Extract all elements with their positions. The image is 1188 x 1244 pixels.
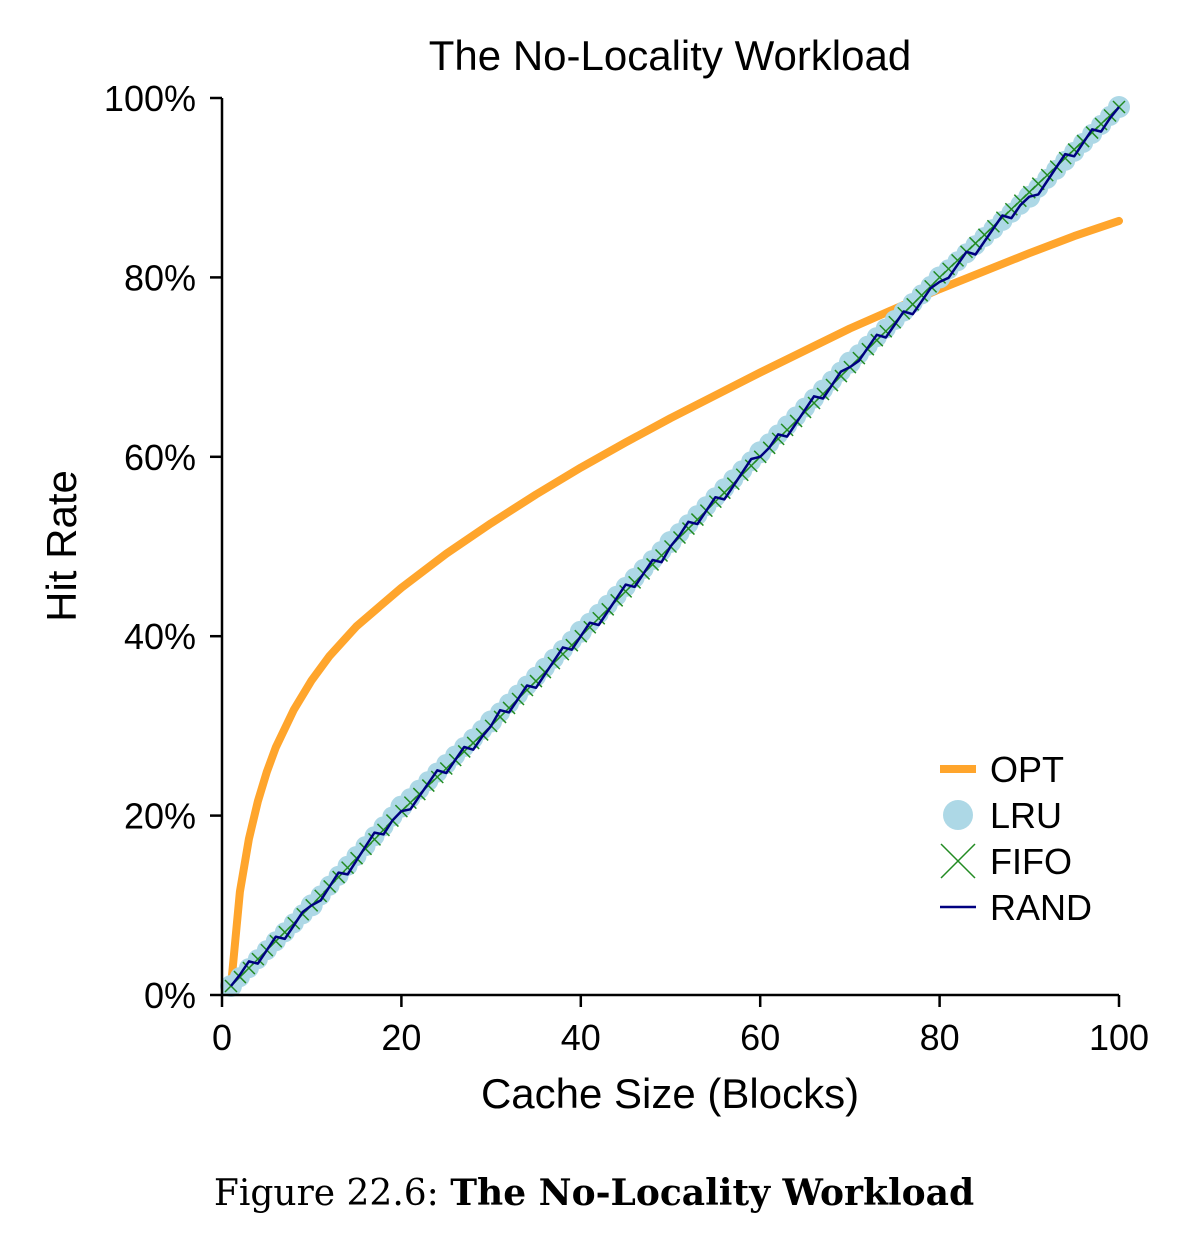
y-axis-label: Hit Rate bbox=[38, 470, 85, 622]
x-tick-label: 100 bbox=[1089, 1017, 1149, 1058]
lru-marker bbox=[561, 630, 582, 651]
chart: The No-Locality Workload 0 20 40 60 80 100 0% 2… bbox=[38, 32, 1149, 1117]
x-tick-label: 20 bbox=[381, 1017, 421, 1058]
y-tick-label: 40% bbox=[124, 616, 196, 657]
ticks: 0 20 40 60 80 100 0% 20% 40% 60% 80% 100% bbox=[104, 78, 1149, 1058]
legend-label: OPT bbox=[990, 749, 1064, 790]
caption-title: The No-Locality Workload bbox=[450, 1172, 975, 1214]
lru-marker bbox=[472, 719, 493, 740]
legend-swatch-fifo bbox=[940, 843, 976, 879]
series-line-rand bbox=[230, 106, 1120, 987]
x-axis-label: Cache Size (Blocks) bbox=[481, 1070, 859, 1117]
legend: OPT LRU FIFO RAND bbox=[940, 749, 1092, 928]
x-tick-label: 40 bbox=[561, 1017, 601, 1058]
y-tick-label: 60% bbox=[124, 437, 196, 478]
lru-marker bbox=[651, 541, 672, 561]
y-tick-label: 100% bbox=[104, 78, 196, 119]
y-tick-label: 0% bbox=[144, 975, 196, 1016]
chart-title: The No-Locality Workload bbox=[429, 32, 911, 79]
figure-caption: Figure 22.6: The No-Locality Workload bbox=[0, 1172, 1188, 1214]
legend-label: RAND bbox=[990, 887, 1092, 928]
legend-label: LRU bbox=[990, 795, 1062, 836]
caption-prefix: Figure 22.6: bbox=[213, 1173, 451, 1214]
y-tick-label: 20% bbox=[124, 796, 196, 837]
y-tick-label: 80% bbox=[124, 257, 196, 298]
plot-area bbox=[220, 96, 1130, 997]
x-tick-label: 80 bbox=[920, 1017, 960, 1058]
axes bbox=[220, 98, 1119, 997]
legend-label: FIFO bbox=[990, 841, 1072, 882]
x-tick-label: 60 bbox=[740, 1017, 780, 1058]
lru-marker bbox=[382, 806, 403, 827]
series-line-opt bbox=[227, 216, 1123, 990]
legend-swatch-lru bbox=[943, 800, 973, 830]
x-tick-label: 0 bbox=[212, 1017, 232, 1058]
